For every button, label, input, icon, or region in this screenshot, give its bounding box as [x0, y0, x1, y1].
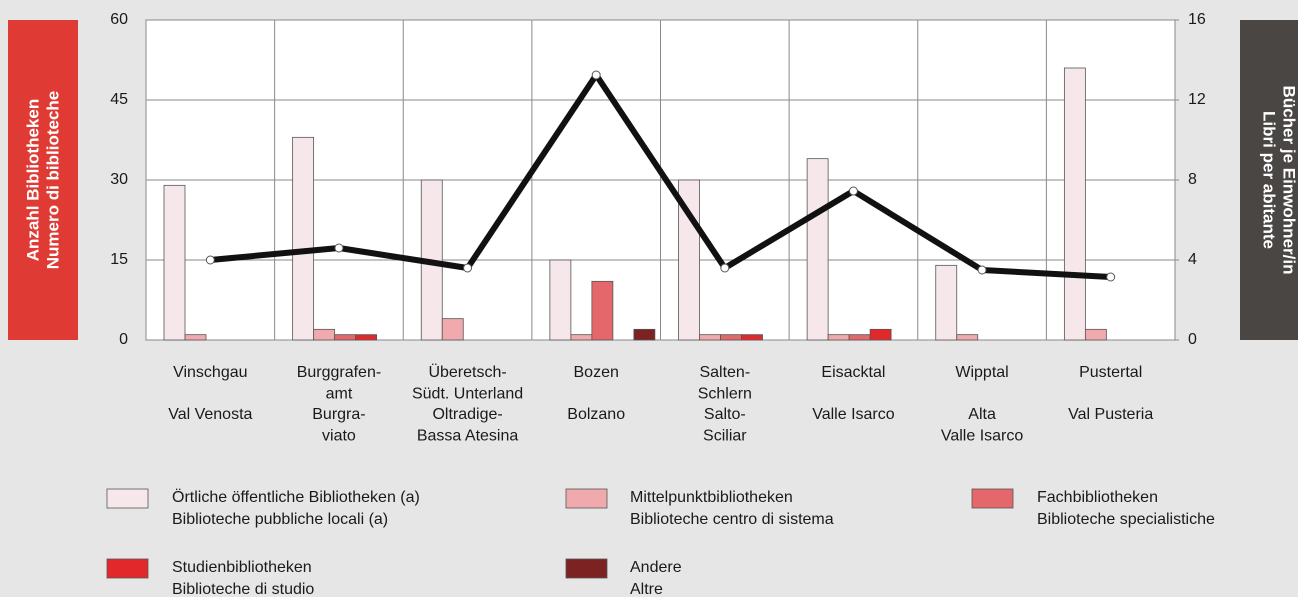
- x-tick-label: Burgra-: [312, 406, 365, 423]
- x-tick-label: Bozen: [574, 364, 619, 381]
- bar: [334, 334, 357, 341]
- line-point: [1106, 272, 1116, 282]
- legend-label: Biblioteche centro di sistema: [630, 511, 834, 528]
- x-tick-label: Val Venosta: [168, 406, 252, 423]
- legend-swatch: [106, 558, 149, 579]
- y2-tick-label: 8: [1188, 171, 1197, 188]
- legend-label: Biblioteche di studio: [172, 581, 314, 597]
- line-point: [463, 263, 473, 273]
- x-tick-label: Schlern: [698, 386, 752, 403]
- bar: [741, 334, 763, 341]
- bar: [633, 328, 656, 341]
- x-tick-label: Salto-: [704, 406, 746, 423]
- line-point: [334, 243, 344, 253]
- legend-label: Biblioteche specialistiche: [1037, 511, 1215, 528]
- x-tick-label: Sciliar: [703, 428, 747, 445]
- legend-label: Biblioteche pubbliche locali (a): [172, 511, 388, 528]
- line-point: [848, 186, 858, 196]
- bar: [1084, 328, 1107, 341]
- legend-swatch: [971, 488, 1014, 509]
- y-tick-label: 45: [110, 91, 128, 108]
- x-tick-label: Alta: [968, 406, 996, 423]
- x-tick-label: Oltradige-: [432, 406, 502, 423]
- bar: [720, 334, 742, 341]
- x-tick-label: Valle Isarco: [941, 428, 1024, 445]
- y-tick-label: 30: [110, 171, 128, 188]
- bar: [292, 136, 315, 341]
- x-tick-label: Überetsch-: [428, 363, 506, 381]
- bar: [935, 264, 958, 341]
- legend-swatch: [565, 558, 608, 579]
- y2-tick-label: 0: [1188, 331, 1197, 348]
- x-tick-label: Vinschgau: [173, 364, 247, 381]
- bar: [184, 334, 207, 341]
- y2-axis-label: Bücher je Einwohner/in: [1280, 86, 1298, 275]
- line-point: [591, 70, 601, 80]
- legend-label: Studienbibliotheken: [172, 559, 312, 576]
- x-tick-label: Bolzano: [567, 406, 625, 423]
- legend-swatch: [565, 488, 608, 509]
- y-tick-label: 15: [110, 251, 128, 268]
- legend-swatch: [106, 488, 149, 509]
- legend-label: Mittelpunktbibliotheken: [630, 489, 793, 506]
- x-tick-label: amt: [326, 386, 353, 403]
- y-axis-label: Numero di biblioteche: [43, 91, 62, 270]
- x-tick-label: Salten-: [699, 364, 750, 381]
- y-tick-label: 60: [110, 11, 128, 28]
- y2-tick-label: 4: [1188, 251, 1197, 268]
- legend-label: Fachbibliotheken: [1037, 489, 1158, 506]
- bar: [591, 280, 614, 341]
- bar: [1063, 67, 1086, 341]
- x-tick-label: Pustertal: [1079, 364, 1142, 381]
- y-tick-label: 0: [119, 331, 128, 348]
- plot-border: [145, 19, 1176, 341]
- line-point: [720, 263, 730, 273]
- x-tick-label: Südt. Unterland: [412, 386, 523, 403]
- bar: [806, 158, 829, 341]
- x-tick-label: Valle Isarco: [812, 406, 895, 423]
- legend-label: Altre: [630, 581, 663, 597]
- bar: [313, 328, 336, 341]
- bar: [163, 184, 186, 341]
- x-tick-label: Wipptal: [955, 364, 1008, 381]
- bar: [355, 334, 378, 341]
- x-tick-label: Val Pusteria: [1068, 406, 1153, 423]
- x-tick-label: viato: [322, 428, 356, 445]
- y2-axis-label: Libri per abitante: [1260, 111, 1279, 249]
- x-tick-label: Burggrafen-: [297, 364, 382, 381]
- legend-label: Örtliche öffentliche Bibliotheken (a): [172, 488, 420, 506]
- x-tick-label: Eisacktal: [821, 364, 885, 381]
- bar: [441, 318, 464, 341]
- bar: [827, 334, 850, 341]
- y2-tick-label: 12: [1188, 91, 1206, 108]
- y2-axis-box: [1240, 20, 1298, 340]
- bar: [848, 334, 871, 341]
- line-point: [977, 265, 987, 275]
- bar: [869, 328, 892, 341]
- bar: [956, 334, 979, 341]
- line: [210, 72, 1111, 280]
- x-tick-label: Bassa Atesina: [417, 428, 519, 445]
- y-axis-label: Anzahl Bibliotheken: [23, 99, 42, 261]
- bar: [570, 334, 593, 341]
- line-point: [205, 255, 215, 265]
- y-axis-box: [8, 20, 78, 340]
- bar: [699, 334, 721, 341]
- y2-tick-label: 16: [1188, 11, 1206, 28]
- bar: [549, 259, 572, 341]
- legend-label: Andere: [630, 559, 682, 576]
